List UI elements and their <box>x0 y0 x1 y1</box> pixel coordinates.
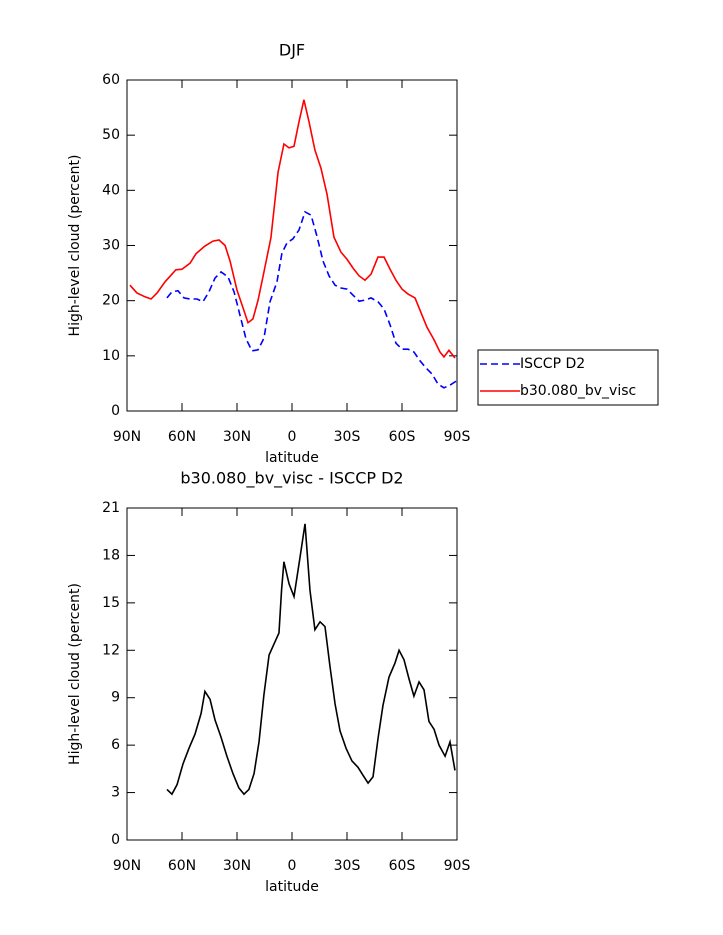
x-tick-label: 0 <box>288 858 297 874</box>
y-tick-label: 60 <box>102 72 120 88</box>
y-tick-label: 0 <box>111 832 120 848</box>
y-tick-label: 0 <box>111 403 120 419</box>
y-tick-label: 50 <box>102 127 120 143</box>
plot-frame <box>126 79 458 412</box>
y-tick-label: 40 <box>102 182 120 198</box>
y-axis-label: High-level cloud (percent) <box>67 583 83 765</box>
y-tick-label: 30 <box>102 238 120 254</box>
x-tick-label: 90S <box>444 858 471 874</box>
x-tick-label: 30S <box>334 858 361 874</box>
y-tick-label: 10 <box>102 348 120 364</box>
x-tick-label: 60N <box>168 858 196 874</box>
y-tick-label: 12 <box>102 642 120 658</box>
y-tick-label: 18 <box>102 547 120 563</box>
x-tick-label: 90S <box>444 429 471 445</box>
x-tick-label: 60S <box>389 858 416 874</box>
x-tick-label: 60N <box>168 429 196 445</box>
y-tick-label: 15 <box>102 595 120 611</box>
chart: DJF latitude High-level cloud (percent) 0 10… <box>67 41 659 466</box>
data-line <box>129 99 456 359</box>
y-tick-label: 21 <box>102 500 120 516</box>
data-line <box>166 210 457 389</box>
y-tick-label: 6 <box>111 737 120 753</box>
x-axis-label: latitude <box>265 879 319 895</box>
x-tick-label: 0 <box>288 429 297 445</box>
x-tick-label: 90N <box>113 858 141 874</box>
legend-label: ISCCP D2 <box>520 356 585 372</box>
x-tick-label: 30N <box>223 858 251 874</box>
x-tick-label: 30S <box>334 429 361 445</box>
x-tick-label: 90N <box>113 429 141 445</box>
y-tick-label: 3 <box>111 785 120 801</box>
legend: ISCCP D2 b30.080_bv_visc <box>477 349 659 406</box>
x-tick-label: 60S <box>389 429 416 445</box>
chart: b30.080_bv_visc - ISCCP D2 latitude High-l… <box>67 469 470 896</box>
y-tick-label: 20 <box>102 293 120 309</box>
y-tick-label: 9 <box>111 690 120 706</box>
x-tick-label: 30N <box>223 429 251 445</box>
y-axis-label: High-level cloud (percent) <box>67 155 83 337</box>
chart-title: b30.080_bv_visc - ISCCP D2 <box>180 469 403 489</box>
chart-title: DJF <box>279 41 305 60</box>
data-line <box>166 523 456 796</box>
x-axis-label: latitude <box>265 450 319 466</box>
legend-label: b30.080_bv_visc <box>520 383 636 399</box>
legend-box <box>477 349 659 406</box>
